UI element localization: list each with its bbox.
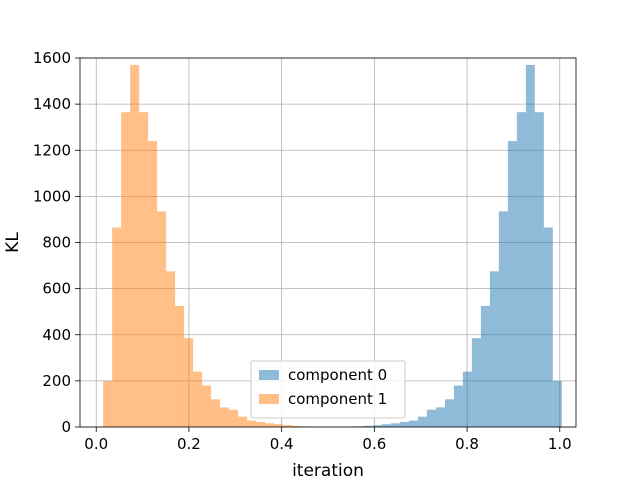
x-tick-label: 0.0 xyxy=(84,435,108,453)
bar-series-0 xyxy=(498,211,508,427)
bar-series-0 xyxy=(444,399,454,427)
bar-series-1 xyxy=(184,338,194,427)
legend-swatch-component-1 xyxy=(259,394,279,404)
bar-series-1 xyxy=(148,141,158,427)
bar-series-1 xyxy=(157,211,167,427)
bar-series-0 xyxy=(363,425,373,427)
x-tick-label: 0.2 xyxy=(177,435,201,453)
legend-label-component-1: component 1 xyxy=(288,390,387,408)
x-axis-label: iteration xyxy=(292,461,364,480)
bar-series-0 xyxy=(552,380,562,427)
bar-series-1 xyxy=(292,425,302,427)
bar-series-1 xyxy=(265,423,275,427)
bar-series-1 xyxy=(175,305,185,427)
y-tick-label: 1000 xyxy=(33,187,71,205)
axis-ticks: 0.0 0.2 0.4 0.6 0.8 1.0 0 200 400 600 800 1000 1200 1… xyxy=(33,49,572,453)
bar-series-0 xyxy=(543,227,553,427)
y-tick-label: 0 xyxy=(61,418,71,436)
bar-series-1 xyxy=(130,64,140,427)
bars xyxy=(103,64,562,428)
bar-series-0 xyxy=(489,271,499,427)
legend-box xyxy=(250,360,406,419)
bar-series-0 xyxy=(435,407,445,427)
bar-series-0 xyxy=(390,423,400,427)
bar-series-0 xyxy=(507,141,517,427)
bar-series-0 xyxy=(480,305,490,427)
y-tick-label: 1400 xyxy=(33,95,71,113)
bar-series-0 xyxy=(516,112,526,428)
bar-series-1 xyxy=(139,112,149,428)
bar-series-1 xyxy=(220,407,230,427)
x-tick-label: 0.4 xyxy=(270,435,294,453)
bar-series-1 xyxy=(121,112,131,428)
y-axis-label: KL xyxy=(3,232,23,253)
y-tick-label: 200 xyxy=(42,372,71,390)
bar-series-1 xyxy=(211,399,221,427)
bar-series-0 xyxy=(471,338,481,427)
bar-series-0 xyxy=(534,112,544,428)
y-tick-label: 400 xyxy=(42,326,71,344)
x-tick-label: 0.8 xyxy=(455,435,479,453)
bar-series-1 xyxy=(238,416,248,427)
bar-series-1 xyxy=(193,371,203,427)
bar-series-0 xyxy=(381,424,391,427)
x-tick-label: 1.0 xyxy=(548,435,572,453)
legend-swatch-component-0 xyxy=(259,370,279,380)
bar-series-0 xyxy=(462,371,472,427)
legend: component 0 component 1 xyxy=(250,360,406,419)
bar-series-1 xyxy=(112,227,122,427)
bar-series-1 xyxy=(229,409,239,427)
bar-series-1 xyxy=(103,380,113,427)
bar-series-0 xyxy=(372,425,382,427)
bar-series-0 xyxy=(408,420,418,427)
bar-series-1 xyxy=(256,421,266,427)
y-tick-label: 1600 xyxy=(33,49,71,67)
bar-series-0 xyxy=(453,385,463,427)
y-tick-label: 1200 xyxy=(33,141,71,159)
bar-series-1 xyxy=(274,424,284,427)
y-tick-label: 600 xyxy=(42,280,71,298)
bar-series-1 xyxy=(283,425,293,427)
bar-series-0 xyxy=(399,421,409,427)
y-tick-label: 800 xyxy=(42,234,71,252)
bar-series-0 xyxy=(417,416,427,427)
legend-label-component-0: component 0 xyxy=(288,366,387,384)
bar-series-0 xyxy=(525,64,535,427)
x-tick-label: 0.6 xyxy=(362,435,386,453)
bar-series-1 xyxy=(247,420,257,427)
bar-series-1 xyxy=(166,271,176,427)
bar-series-0 xyxy=(426,409,436,427)
bar-series-1 xyxy=(202,385,212,427)
